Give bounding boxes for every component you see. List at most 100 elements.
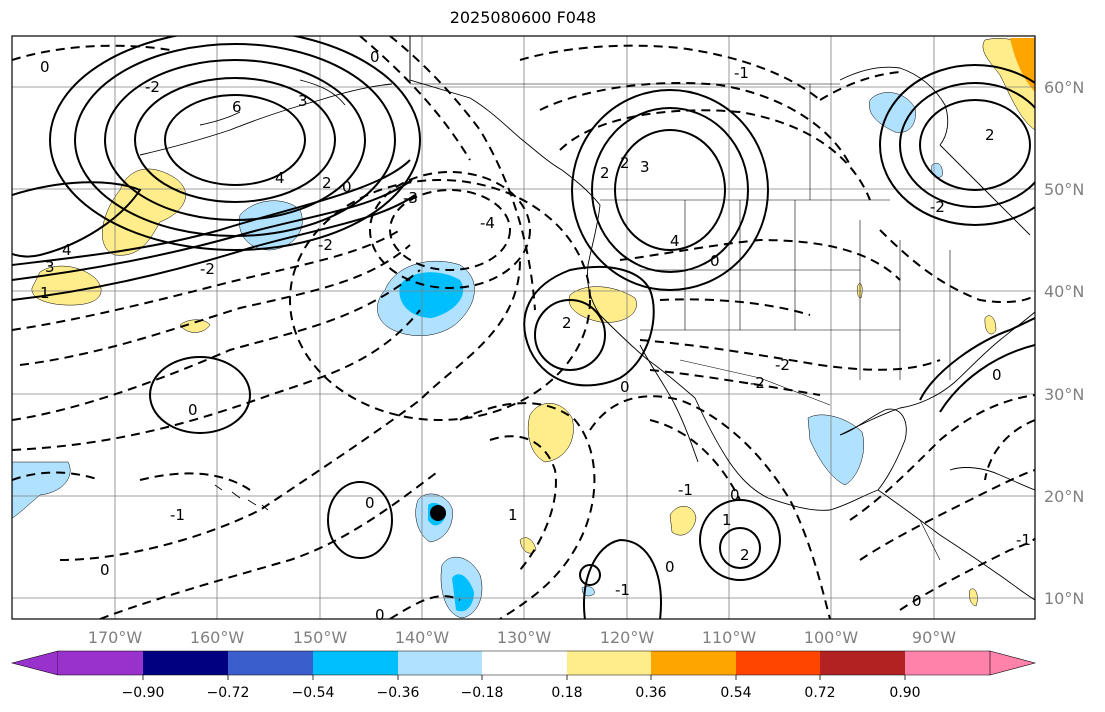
contour-label: 1: [508, 506, 518, 524]
colorbar-tick-label: −0.36: [377, 685, 420, 701]
lon-label: 130°W: [497, 628, 552, 647]
contour-label: 0: [375, 606, 385, 624]
contour-label: 2: [985, 126, 995, 144]
contour-label: 0: [992, 366, 1002, 384]
contour-label: 0: [912, 592, 922, 610]
shaded-regions: [12, 38, 1035, 619]
contour-label: 1: [722, 511, 732, 529]
colorbar-bin: [143, 651, 228, 675]
contour-label: 1: [40, 284, 50, 302]
lon-label: 170°W: [88, 628, 143, 647]
lon-label: 100°W: [804, 628, 859, 647]
colorbar-tick-label: 0.54: [720, 685, 751, 701]
contour-label: -1: [170, 506, 185, 524]
contour-label: 2: [600, 164, 610, 182]
contour-label: -2: [145, 78, 160, 96]
contour-labels: 0 -2 3 6 4 2 0 -3 -2 -4 4 3 1 -2 0 2 3 4…: [40, 48, 1031, 624]
colorbar-tick-label: −0.72: [207, 685, 250, 701]
shade-yellow-central-am: [969, 588, 978, 607]
lat-label: 60°N: [1044, 78, 1084, 97]
contour-label: 0: [188, 401, 198, 419]
contour-label: -1: [734, 64, 749, 82]
contour-label: 2: [620, 154, 630, 172]
contour-label: 6: [232, 98, 242, 116]
contour-label: -1: [1016, 531, 1031, 549]
hudson-bay: [839, 66, 949, 146]
colorbar-bin: [820, 651, 905, 675]
shade-lightblue-gulf: [807, 414, 864, 486]
latitude-labels: 60°N 50°N 40°N 30°N 20°N 10°N: [1044, 78, 1084, 608]
contour-label: 2: [562, 314, 572, 332]
central-america: [877, 489, 1035, 601]
colorbar-low-extend: [10, 650, 59, 676]
contour-label: 2: [740, 546, 750, 564]
mexico-coast: [767, 408, 907, 511]
gulf-coast: [839, 311, 1035, 436]
baja: [639, 344, 699, 463]
contour-label: 3: [640, 158, 650, 176]
contour-label: 4: [275, 169, 285, 187]
lat-label: 20°N: [1044, 487, 1084, 506]
contour-label: -2: [318, 236, 333, 254]
contour-label: 2: [322, 174, 332, 192]
lat-label: 10°N: [1044, 589, 1084, 608]
contour-label: -3: [403, 189, 418, 207]
colorbar-bin: [228, 651, 313, 675]
contour-label: -1: [678, 481, 693, 499]
contour-label: 3: [298, 92, 308, 110]
contour-label: -2: [930, 198, 945, 216]
alaska-coast: [409, 36, 769, 499]
contour-label: -1: [615, 581, 630, 599]
colorbar-bin: [313, 651, 398, 675]
colorbar-tick-label: −0.54: [292, 685, 335, 701]
contour-label: 4: [62, 241, 72, 259]
colorbar-tick-label: 0.18: [551, 685, 582, 701]
contour-label: 0: [100, 561, 110, 579]
contour-label: 0: [370, 48, 380, 66]
location-marker: [430, 505, 446, 521]
shade-yellow-mexico: [669, 506, 697, 536]
coastlines: [139, 36, 1035, 601]
colorbar-bin: [398, 651, 482, 675]
colorbar-bin: [567, 651, 651, 675]
lon-label: 110°W: [702, 628, 757, 647]
colorbar-tick-label: 0.90: [889, 685, 920, 701]
lat-label: 50°N: [1044, 180, 1084, 199]
colorbar-bin: [736, 651, 820, 675]
solid-contours: [12, 36, 1035, 619]
contour-label: 0: [342, 178, 352, 196]
colorbar-bin: [651, 651, 736, 675]
dashed-contours: [12, 36, 1035, 619]
colorbar-high-extend: [989, 650, 1037, 676]
lat-label: 30°N: [1044, 385, 1084, 404]
contour-label: -2: [200, 260, 215, 278]
cuba: [949, 467, 1035, 491]
contour-label: 0: [365, 494, 375, 512]
contour-label: -2: [775, 356, 790, 374]
colorbar-tick-label: 0.36: [635, 685, 666, 701]
colorbar-bin: [905, 651, 990, 675]
colorbar-bin: [482, 651, 567, 675]
lon-label: 160°W: [190, 628, 245, 647]
longitude-labels: 170°W 160°W 150°W 140°W 130°W 120°W 110°…: [88, 628, 956, 647]
colorbar-bin: [58, 651, 143, 675]
contour-label: 0: [710, 252, 720, 270]
shade-yellow-pacific-nw: [102, 168, 186, 256]
lat-label: 40°N: [1044, 282, 1084, 301]
colorbar: −0.90 −0.72 −0.54 −0.36 −0.18 0.18 0.36 …: [10, 650, 1037, 701]
contour-label: 0: [40, 58, 50, 76]
shade-yellow-baja: [568, 286, 637, 323]
map-title: 2025080600 F048: [449, 8, 597, 27]
lon-label: 90°W: [912, 628, 956, 647]
contour-label: 0: [665, 558, 675, 576]
shade-cyan-south: [452, 574, 474, 612]
colorbar-tick-label: −0.90: [122, 685, 165, 701]
shade-cyan-center: [399, 272, 464, 318]
contour-label: -2: [750, 374, 765, 392]
colorbar-tick-label: 0.72: [804, 685, 835, 701]
alaska-peninsula: [199, 79, 346, 126]
lon-label: 120°W: [600, 628, 655, 647]
contour-label: 0: [730, 486, 740, 504]
shade-yellow-subtrop: [527, 403, 574, 463]
